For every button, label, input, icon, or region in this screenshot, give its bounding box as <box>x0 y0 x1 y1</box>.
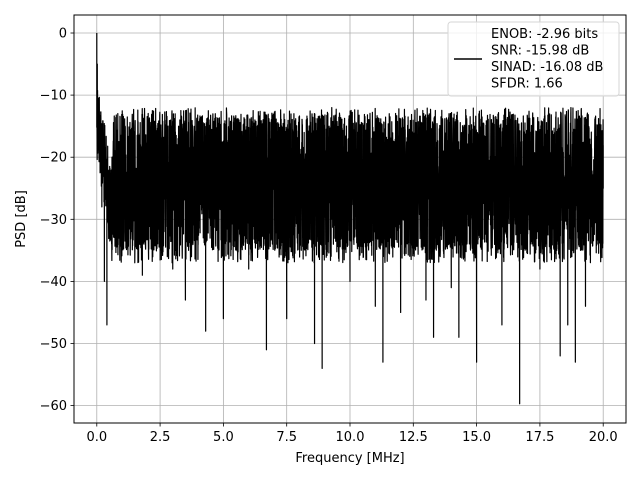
x-tick-label: 5.0 <box>213 430 234 445</box>
legend-line: SFDR: 1.66 <box>491 77 563 92</box>
x-tick-label: 17.5 <box>525 430 554 445</box>
x-tick-label: 7.5 <box>276 430 297 445</box>
x-tick-label: 20.0 <box>589 430 618 445</box>
legend: ENOB: -2.96 bits SNR: -15.98 dB SINAD: -16… <box>447 21 620 97</box>
x-tick-label: 0.0 <box>86 430 107 445</box>
y-tick-label: −60 <box>40 399 67 414</box>
y-tick-label: −30 <box>40 213 67 228</box>
y-tick-label: −50 <box>40 337 67 352</box>
y-tick-label: −20 <box>40 151 67 166</box>
x-axis-label: Frequency [MHz] <box>295 451 404 466</box>
legend-entry: ENOB: -2.96 bits SNR: -15.98 dB SINAD: -16… <box>491 27 603 92</box>
x-tick-label: 15.0 <box>462 430 491 445</box>
legend-line: ENOB: -2.96 bits <box>491 27 598 42</box>
x-tick-label: 10.0 <box>336 430 365 445</box>
y-tick-label: −40 <box>40 275 67 290</box>
legend-box <box>447 21 620 97</box>
legend-line: SINAD: -16.08 dB <box>491 60 603 75</box>
y-axis-label: PSD [dB] <box>14 190 29 248</box>
x-tick-label: 12.5 <box>399 430 428 445</box>
y-tick-label: 0 <box>59 27 67 42</box>
x-tick-label: 2.5 <box>150 430 171 445</box>
x-axis-ticks: 0.0 2.5 5.0 7.5 10.0 12.5 15.0 17.5 20.0 <box>86 423 618 445</box>
y-axis-ticks: 0 −10 −20 −30 −40 −50 −60 <box>40 27 74 414</box>
legend-line: SNR: -15.98 dB <box>491 44 589 59</box>
series-layer <box>96 33 604 405</box>
y-tick-label: −10 <box>40 89 67 104</box>
psd-series-line <box>96 33 604 405</box>
